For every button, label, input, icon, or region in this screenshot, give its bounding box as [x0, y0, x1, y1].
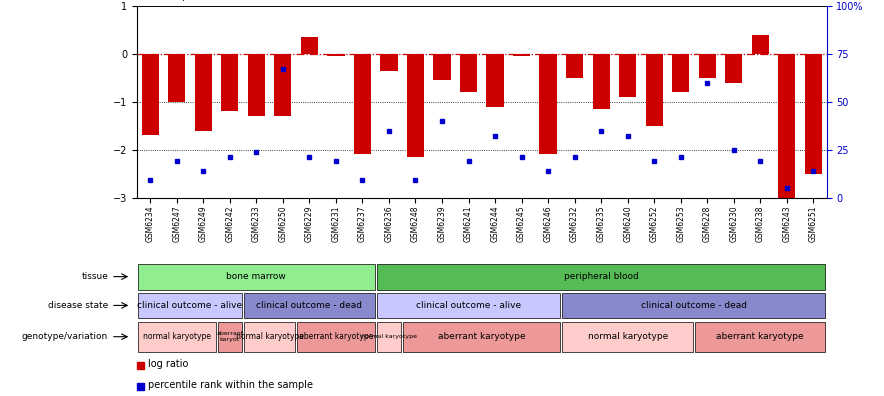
Text: normal karyotype: normal karyotype [588, 332, 667, 341]
Bar [301, 37, 318, 54]
Text: normal karyotype: normal karyotype [361, 334, 417, 339]
Bar [539, 54, 557, 154]
Text: percentile rank within the sample: percentile rank within the sample [148, 380, 313, 390]
Text: peripheral blood: peripheral blood [564, 272, 638, 281]
Bar [672, 54, 690, 92]
Text: normal karyotype: normal karyotype [236, 332, 303, 341]
Bar [562, 322, 693, 352]
Bar [274, 54, 292, 116]
Bar [168, 54, 186, 102]
Bar [698, 54, 716, 78]
Bar [778, 54, 796, 202]
Text: clinical outcome - alive: clinical outcome - alive [138, 301, 242, 310]
Bar [592, 54, 610, 109]
Bar [138, 293, 242, 318]
Bar [217, 322, 242, 352]
Text: aberrant karyotype: aberrant karyotype [299, 332, 373, 341]
Bar [377, 293, 560, 318]
Bar [486, 54, 504, 107]
Text: disease state: disease state [48, 301, 108, 310]
Text: aberrant karyotype: aberrant karyotype [438, 332, 526, 341]
Bar [244, 293, 375, 318]
Bar [354, 54, 371, 154]
Bar [221, 54, 239, 111]
Bar [137, 383, 144, 390]
Text: genotype/variation: genotype/variation [22, 332, 108, 341]
Text: bone marrow: bone marrow [226, 272, 286, 281]
Bar [433, 54, 451, 80]
Bar [513, 54, 530, 56]
Bar [645, 54, 663, 126]
Bar [619, 54, 636, 97]
Bar [377, 264, 826, 289]
Bar [244, 322, 295, 352]
Bar [327, 54, 345, 56]
Bar [695, 322, 826, 352]
Bar [377, 322, 401, 352]
Bar [138, 322, 216, 352]
Text: clinical outcome - dead: clinical outcome - dead [641, 301, 747, 310]
Text: clinical outcome - dead: clinical outcome - dead [256, 301, 362, 310]
Bar [804, 54, 822, 174]
Bar [460, 54, 477, 92]
Bar [380, 54, 398, 70]
Text: tissue: tissue [81, 272, 108, 281]
Text: normal karyotype: normal karyotype [143, 332, 210, 341]
Text: log ratio: log ratio [148, 359, 188, 369]
Text: aberrant karyotype: aberrant karyotype [716, 332, 804, 341]
Bar [751, 35, 769, 54]
Bar [403, 322, 560, 352]
Bar [138, 264, 375, 289]
Bar [725, 54, 743, 83]
Bar [407, 54, 424, 157]
Bar [194, 54, 212, 131]
Text: aberrant
karyot: aberrant karyot [217, 331, 243, 342]
Bar [562, 293, 826, 318]
Bar [137, 362, 144, 369]
Text: GDS841 / 1978: GDS841 / 1978 [133, 0, 218, 2]
Bar [566, 54, 583, 78]
Bar [141, 54, 159, 135]
Bar [248, 54, 265, 116]
Text: clinical outcome - alive: clinical outcome - alive [416, 301, 521, 310]
Bar [297, 322, 375, 352]
